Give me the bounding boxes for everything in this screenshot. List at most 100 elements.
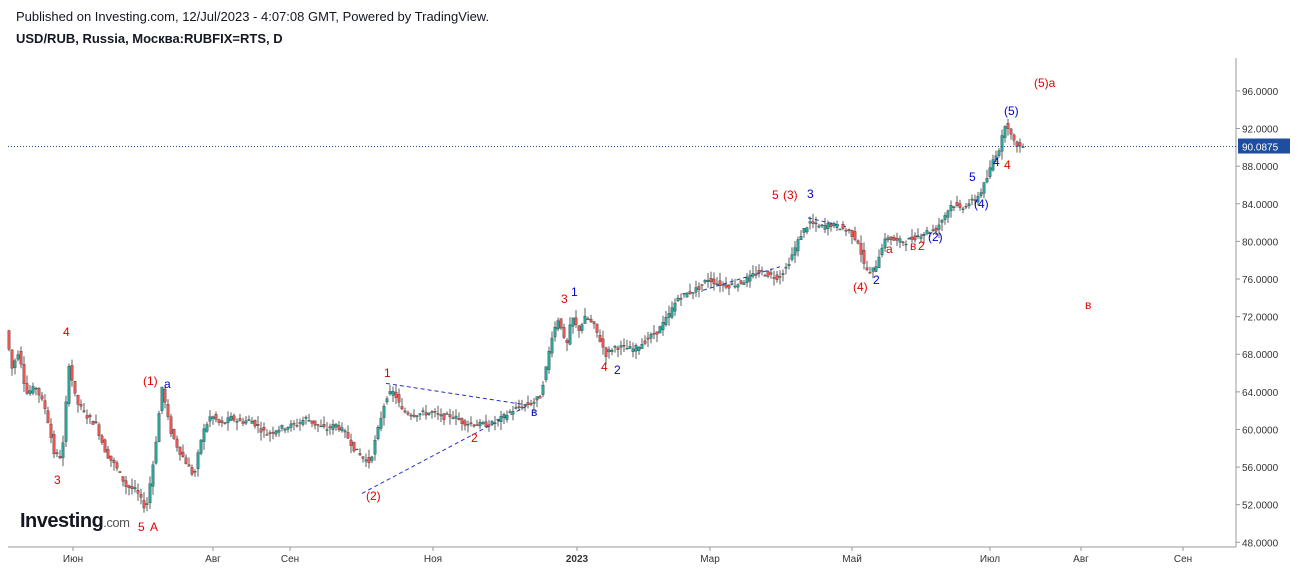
candle-body <box>136 489 140 494</box>
wave-label: а <box>886 242 893 256</box>
candle-body <box>157 413 161 443</box>
y-tick-label: 88.0000 <box>1242 162 1279 173</box>
y-tick-label: 84.0000 <box>1242 200 1279 211</box>
candle-body <box>784 266 788 269</box>
candle-body <box>265 434 269 436</box>
candle-body <box>175 438 179 448</box>
y-tick-label: 48.0000 <box>1242 538 1279 549</box>
investing-logo: Investing.com <box>20 510 130 533</box>
candle-body <box>565 340 569 343</box>
wave-label: 4 <box>63 325 70 339</box>
candle-body <box>301 420 305 425</box>
candle-body <box>802 228 806 233</box>
candle-body <box>430 411 434 413</box>
candle-body <box>61 442 65 459</box>
candle-body <box>7 330 11 350</box>
candle-body <box>796 239 800 252</box>
candle-body <box>841 224 845 229</box>
candle-body <box>727 285 731 289</box>
wave-label: в <box>531 405 537 419</box>
candle-body <box>982 182 986 194</box>
candle-body <box>742 282 746 285</box>
wave-label: 3 <box>561 292 568 306</box>
candle-body <box>1009 128 1013 135</box>
candle-body <box>319 425 323 428</box>
wave-label: (2) <box>928 230 943 244</box>
candle-body <box>361 456 365 459</box>
candle-body <box>904 243 908 246</box>
candle-body <box>202 428 206 442</box>
candle-body <box>628 346 632 349</box>
candle-body <box>604 347 608 357</box>
candle-body <box>358 453 362 456</box>
candle-body <box>139 493 143 498</box>
candle-body <box>697 286 701 290</box>
candle-body <box>793 247 797 256</box>
candle-body <box>790 254 794 260</box>
candle-body <box>550 337 554 354</box>
candle-body <box>838 228 842 231</box>
candle-body <box>112 460 116 464</box>
wave-label: 3 <box>54 473 61 487</box>
candle-body <box>625 347 629 350</box>
candle-body <box>637 347 641 351</box>
candle-body <box>94 421 98 424</box>
candle-body <box>853 231 857 240</box>
candle-body <box>568 324 572 345</box>
candle-body <box>460 418 464 424</box>
candle-body <box>142 500 146 509</box>
candle-body <box>883 238 887 249</box>
candle-body <box>34 387 38 390</box>
candle-body <box>523 404 527 406</box>
candle-body <box>292 423 296 425</box>
candle-body <box>166 404 170 417</box>
wave-label: в <box>1085 298 1091 312</box>
candle-body <box>463 420 467 426</box>
candle-body <box>865 267 869 270</box>
candle-body <box>22 364 26 384</box>
candle-body <box>214 414 218 420</box>
candle-body <box>922 234 926 236</box>
candle-body <box>496 419 500 421</box>
wave-label: 2 <box>918 239 925 253</box>
candle-body <box>169 416 173 434</box>
wave-label: 1 <box>384 366 391 380</box>
wave-label: 3 <box>807 187 814 201</box>
candle-body <box>643 340 647 344</box>
candle-body <box>691 292 695 294</box>
candle-body <box>499 416 503 422</box>
candle-body <box>121 476 125 482</box>
candle-body <box>817 225 821 228</box>
candle-body <box>469 422 473 424</box>
candle-body <box>268 432 272 434</box>
candle-body <box>574 317 578 325</box>
candle-body <box>442 413 446 420</box>
candle-body <box>445 413 449 415</box>
candle-body <box>427 412 431 415</box>
candle-body <box>598 335 602 342</box>
candle-body <box>910 236 914 240</box>
candle-body <box>163 388 167 403</box>
candle-body <box>634 345 638 352</box>
candle-body <box>31 386 35 394</box>
x-tick-label: Авг <box>205 554 221 565</box>
candle-body <box>343 430 347 433</box>
candle-body <box>259 428 263 433</box>
candle-body <box>367 457 371 464</box>
candle-body <box>298 422 302 424</box>
candle-body <box>892 236 896 241</box>
candle-body <box>1006 123 1010 129</box>
wave-label: (4) <box>974 197 989 211</box>
candle-body <box>385 398 389 403</box>
candle-body <box>652 332 656 335</box>
candle-body <box>775 274 779 280</box>
candle-body <box>181 451 185 457</box>
candle-body <box>532 401 536 404</box>
candle-body <box>985 178 989 183</box>
candle-body <box>826 222 830 229</box>
candle-body <box>829 224 833 227</box>
candle-body <box>514 407 518 409</box>
candle-body <box>397 394 401 403</box>
candle-body <box>874 266 878 272</box>
